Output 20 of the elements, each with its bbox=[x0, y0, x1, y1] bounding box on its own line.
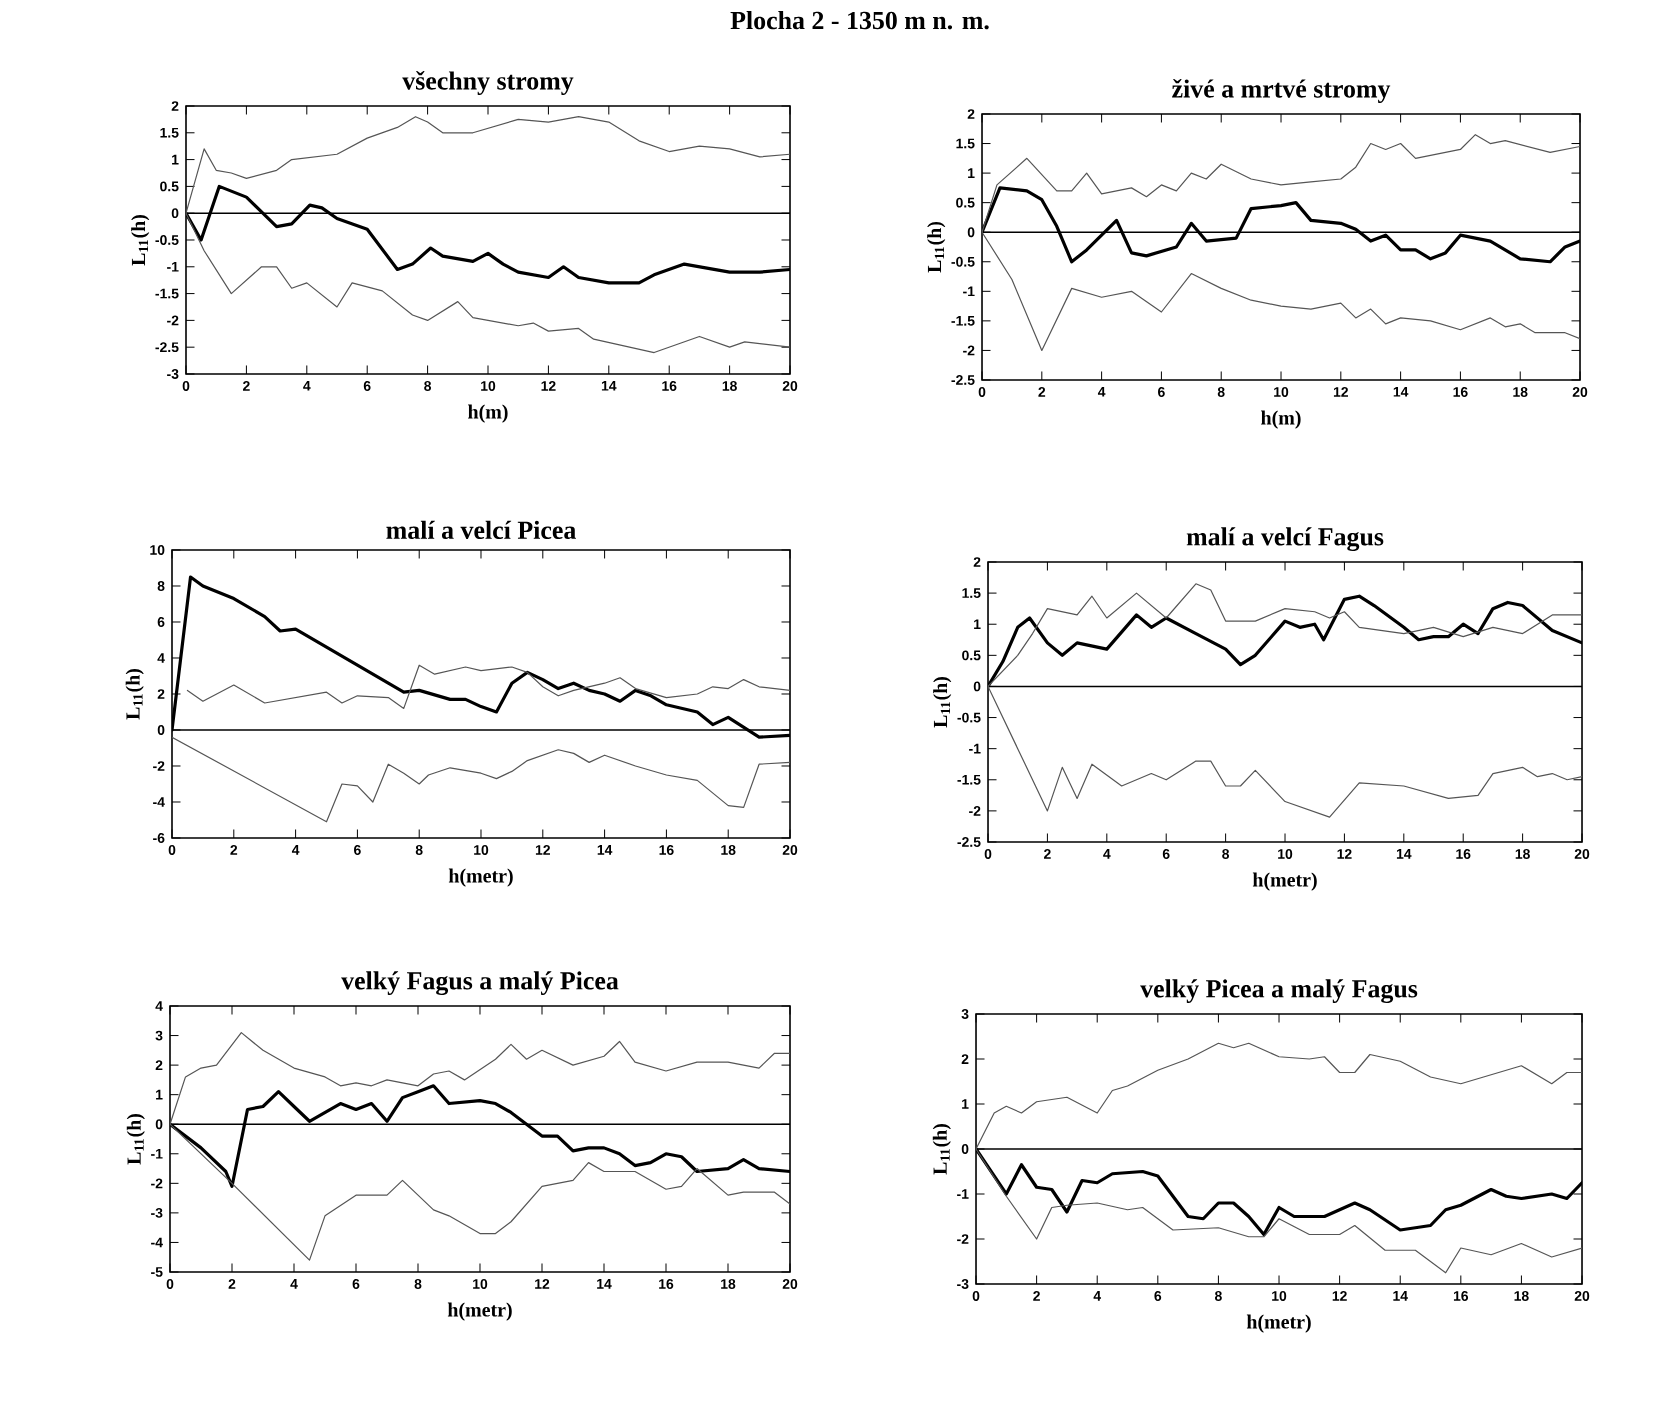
x-axis-title: h(m) bbox=[468, 404, 508, 423]
x-axis-title: h(metr) bbox=[1252, 872, 1317, 891]
y-axis-title: L$_{11}$(h) bbox=[125, 668, 144, 720]
text: Plocha 2 - 1350 m n. m. bbox=[730, 11, 989, 30]
chart-title: malí a velcí Fagus bbox=[1186, 527, 1384, 551]
y-axis-title: L$_{11}$(h) bbox=[131, 214, 150, 266]
chart-title: všechny stromy bbox=[402, 71, 574, 95]
chart-title: živé a mrtvé stromy bbox=[1172, 79, 1391, 103]
line-series bbox=[172, 736, 791, 823]
chart-title: malí a velcí Picea bbox=[386, 520, 576, 539]
x-axis-title: h(metr) bbox=[447, 1302, 512, 1321]
chart-title: velký Fagus a malý Picea bbox=[341, 971, 619, 995]
x-axis-title: h(metr) bbox=[1246, 1314, 1311, 1333]
y-axis-title: L$_{11}$(h) bbox=[927, 221, 946, 273]
x-axis-title: h(m) bbox=[1261, 410, 1301, 429]
y-axis-title: L$_{11}$(h) bbox=[933, 676, 952, 728]
x-axis-title: h(metr) bbox=[448, 868, 513, 887]
y-axis-title: L$_{11}$(h) bbox=[932, 1123, 951, 1175]
chart-title: velký Picea a malý Fagus bbox=[1140, 979, 1418, 1004]
y-axis-title: L$_{11}$(h) bbox=[126, 1113, 145, 1165]
